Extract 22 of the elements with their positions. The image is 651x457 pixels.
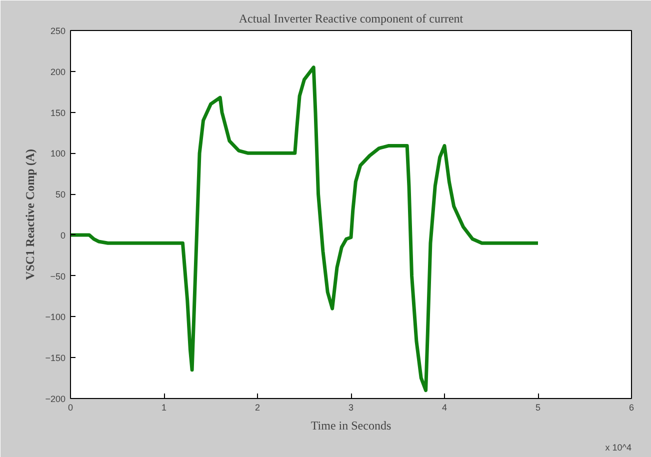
x-tick-label: 6 [628, 402, 634, 412]
x-tick-label: 0 [68, 402, 74, 412]
y-tick-label: 200 [50, 66, 66, 77]
x-tick-label: 1 [161, 402, 167, 412]
x-tick-label: 2 [254, 402, 260, 412]
y-tick-label: 50 [55, 190, 66, 200]
text: x 10^4 [605, 442, 632, 452]
y-tick-label: −100 [45, 312, 66, 322]
y-axis-title: VSC1 Reactive Comp (A) [23, 149, 38, 280]
y-tick-label: 150 [50, 108, 66, 118]
y-tick-label: −200 [45, 394, 66, 404]
x-tick-label: 5 [535, 402, 541, 412]
y-tick-label: 0 [60, 230, 66, 240]
y-tick-label: −150 [45, 353, 66, 364]
y-tick-label: −50 [50, 271, 66, 282]
y-tick-label: 100 [50, 148, 66, 159]
chart-title: Actual Inverter Reactive component of current [238, 12, 464, 26]
line-series [70, 66, 540, 392]
x-tick-label: 4 [442, 402, 448, 412]
y-tick-label: 250 [50, 26, 66, 36]
x-tick-label: 3 [348, 402, 354, 412]
x-axis-title: Time in Seconds [310, 418, 392, 432]
